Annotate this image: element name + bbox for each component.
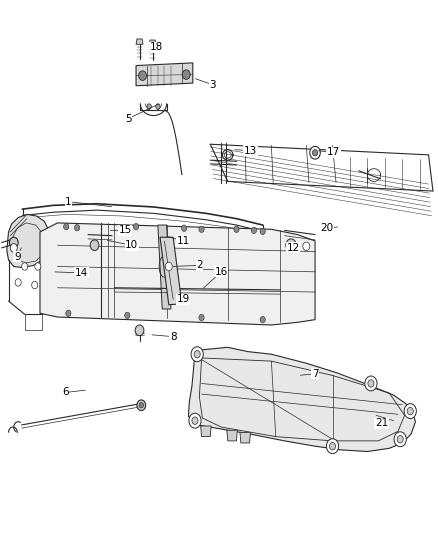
Circle shape [397, 435, 403, 443]
Polygon shape [136, 39, 143, 44]
Circle shape [181, 225, 187, 231]
Text: 19: 19 [177, 294, 190, 304]
Circle shape [407, 407, 413, 415]
Text: 14: 14 [75, 268, 88, 278]
Polygon shape [201, 426, 211, 437]
Circle shape [310, 147, 320, 159]
Circle shape [326, 439, 339, 454]
Polygon shape [188, 348, 416, 451]
Circle shape [329, 442, 336, 450]
Circle shape [404, 403, 417, 418]
Circle shape [139, 402, 144, 408]
Text: 15: 15 [119, 225, 132, 236]
Text: 5: 5 [125, 114, 131, 124]
Circle shape [147, 104, 151, 109]
Polygon shape [227, 430, 237, 441]
Circle shape [90, 240, 99, 251]
Circle shape [199, 226, 204, 232]
Text: 12: 12 [286, 243, 300, 253]
Circle shape [66, 310, 71, 317]
Circle shape [74, 224, 80, 231]
Text: 21: 21 [375, 418, 388, 429]
Polygon shape [7, 214, 49, 268]
Circle shape [199, 314, 204, 321]
Circle shape [182, 70, 190, 79]
Circle shape [365, 376, 377, 391]
Text: 20: 20 [321, 223, 334, 233]
Polygon shape [149, 40, 156, 45]
Circle shape [189, 413, 201, 428]
Polygon shape [136, 63, 193, 86]
Text: 9: 9 [14, 252, 21, 262]
Circle shape [312, 150, 318, 156]
Circle shape [286, 239, 296, 252]
Text: 7: 7 [312, 369, 318, 379]
Circle shape [10, 237, 18, 248]
Polygon shape [40, 223, 315, 325]
Circle shape [32, 281, 38, 289]
Circle shape [368, 379, 374, 387]
Text: 1: 1 [65, 197, 72, 207]
Text: 6: 6 [62, 387, 69, 398]
Circle shape [260, 228, 265, 235]
Circle shape [15, 279, 21, 286]
Circle shape [139, 71, 147, 80]
Polygon shape [160, 237, 182, 305]
Circle shape [194, 351, 200, 358]
Text: 18: 18 [149, 43, 163, 52]
Circle shape [191, 347, 203, 362]
Text: 2: 2 [196, 261, 203, 270]
Circle shape [134, 223, 139, 230]
Circle shape [64, 223, 69, 230]
Circle shape [11, 244, 17, 252]
Text: 3: 3 [209, 80, 216, 90]
Circle shape [135, 325, 144, 336]
Circle shape [165, 262, 172, 271]
Circle shape [125, 312, 130, 319]
Circle shape [260, 317, 265, 323]
Text: 11: 11 [177, 236, 190, 246]
Text: 10: 10 [125, 240, 138, 250]
Polygon shape [158, 225, 171, 309]
Circle shape [394, 432, 406, 447]
Circle shape [21, 263, 28, 270]
Circle shape [35, 263, 41, 270]
Circle shape [137, 400, 146, 410]
Circle shape [192, 417, 198, 424]
Circle shape [303, 242, 310, 251]
Text: 17: 17 [327, 147, 340, 157]
Text: 16: 16 [215, 267, 228, 277]
Circle shape [234, 226, 239, 232]
Circle shape [251, 227, 257, 233]
Text: 13: 13 [244, 146, 257, 156]
Text: 8: 8 [170, 332, 177, 342]
Polygon shape [240, 432, 251, 443]
Circle shape [155, 104, 160, 109]
